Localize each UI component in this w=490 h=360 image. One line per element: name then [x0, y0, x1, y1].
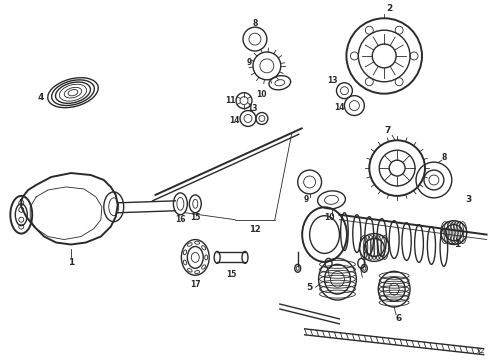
Text: 5: 5: [307, 283, 313, 292]
Text: 3: 3: [466, 195, 472, 204]
Text: 8: 8: [441, 153, 446, 162]
Text: 12: 12: [249, 225, 261, 234]
Text: 1: 1: [68, 258, 74, 267]
Text: 8: 8: [252, 19, 258, 28]
Text: 9: 9: [246, 58, 251, 67]
Text: 7: 7: [384, 126, 391, 135]
Text: 6: 6: [396, 314, 402, 323]
Text: x2: x2: [477, 348, 486, 354]
Text: 2: 2: [386, 4, 392, 13]
Text: 13: 13: [327, 76, 338, 85]
Text: 17: 17: [190, 280, 200, 289]
Text: 15: 15: [190, 213, 200, 222]
Text: 10: 10: [257, 90, 267, 99]
Text: 10: 10: [324, 213, 335, 222]
Text: 15: 15: [226, 270, 236, 279]
Text: 14: 14: [229, 116, 239, 125]
Text: 4: 4: [38, 93, 45, 102]
Text: 11: 11: [225, 96, 235, 105]
Text: 13: 13: [246, 104, 257, 113]
Text: 1: 1: [454, 240, 460, 249]
Text: 16: 16: [175, 215, 186, 224]
Text: 9: 9: [304, 195, 309, 204]
Text: 14: 14: [334, 103, 344, 112]
